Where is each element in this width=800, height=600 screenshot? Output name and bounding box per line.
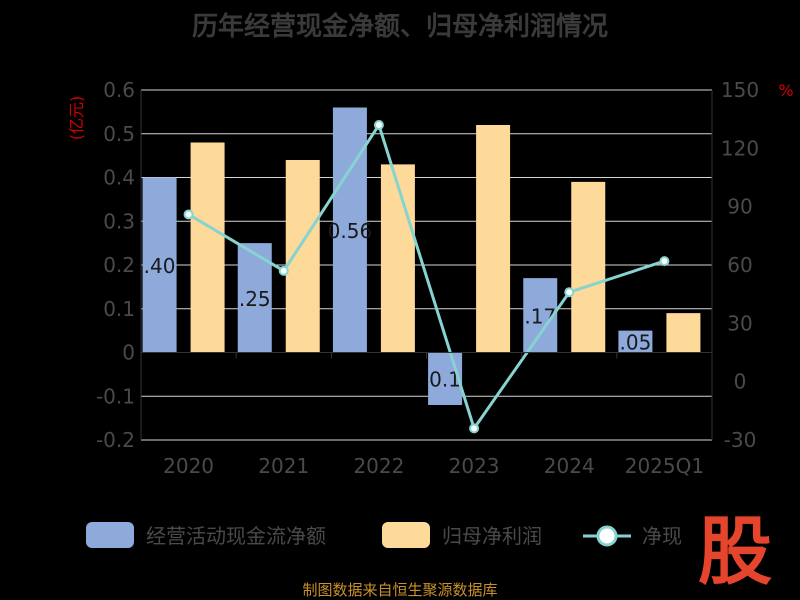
chart-title: 历年经营现金净额、归母净利润情况: [192, 11, 608, 42]
cashflow-bar: [332, 107, 367, 353]
right-tick-label: -30: [724, 428, 757, 452]
left-tick-label: 0.2: [103, 253, 135, 277]
right-axis-unit: %: [778, 81, 793, 100]
right-tick-label: 60: [727, 253, 752, 277]
legend-swatch-cashflow: [86, 522, 134, 548]
right-tick-label: 30: [727, 311, 752, 335]
left-tick-label: 0.6: [103, 78, 135, 102]
legend: 经营活动现金流净额 归母净利润 净现: [86, 522, 682, 548]
cashflow-data-label: 0.56: [328, 219, 373, 243]
left-tick-label: 0: [122, 341, 135, 365]
ratio-point: [373, 120, 384, 130]
right-tick-label: 90: [727, 195, 752, 219]
left-axis-unit: (亿元): [67, 96, 86, 141]
right-tick-label: 0: [734, 370, 747, 394]
logo-watermark: 股: [698, 509, 772, 595]
source-note: 制图数据来自恒生聚源数据库: [302, 581, 497, 599]
x-tick-label: 2021: [258, 454, 309, 478]
left-tick-label: 0.4: [103, 166, 135, 190]
line-series: [183, 120, 670, 434]
x-tick-label: 2022: [353, 454, 404, 478]
right-tick-label: 150: [721, 78, 759, 102]
ratio-point: [659, 256, 670, 267]
cashflow-bar: [618, 330, 653, 353]
legend-label-cashflow: 经营活动现金流净额: [146, 524, 326, 548]
cashflow-bar: [428, 352, 463, 405]
cashflow-data-label: .25: [239, 287, 271, 311]
left-tick-label: -0.2: [96, 428, 135, 452]
legend-label-netprofit: 归母净利润: [442, 524, 542, 548]
left-tick-label: -0.1: [96, 384, 135, 408]
gridlines: [141, 89, 712, 441]
ratio-point: [564, 287, 575, 298]
netprofit-bar: [666, 313, 701, 353]
legend-marker-ratio: [596, 525, 618, 547]
data-labels: .40.250.560.1.17.05: [144, 219, 652, 392]
cashflow-bar: [142, 177, 177, 353]
netprofit-bar: [380, 164, 415, 353]
x-tick-label: 2023: [449, 454, 500, 478]
left-tick-label: 0.5: [103, 122, 135, 146]
legend-swatch-netprofit: [382, 522, 430, 548]
bar-series: [142, 107, 701, 405]
ratio-line: [187, 121, 665, 432]
tick-labels: 0.6 0.5 0.4 0.3 0.2 0.1 0 -0.1 -0.2 150 120 90 60 30 0…: [96, 78, 759, 478]
x-tick-label: 2020: [163, 454, 214, 478]
cashflow-data-label: .05: [620, 331, 652, 355]
right-tick-label: 120: [721, 136, 759, 160]
cashflow-data-label: .40: [144, 254, 176, 278]
left-tick-label: 0.3: [103, 209, 135, 233]
x-tick-label: 2024: [544, 454, 595, 478]
ratio-point: [469, 423, 480, 434]
netprofit-bar: [190, 142, 225, 353]
netprofit-bar: [285, 160, 320, 353]
ratio-point: [278, 265, 289, 276]
netprofit-bar: [476, 125, 511, 353]
x-tick-label: 2025Q1: [625, 454, 704, 478]
ratio-point: [183, 209, 194, 220]
left-tick-label: 0.1: [103, 297, 135, 321]
netprofit-bar: [571, 181, 606, 353]
axes: [140, 90, 713, 440]
legend-label-ratio: 净现: [642, 524, 682, 548]
